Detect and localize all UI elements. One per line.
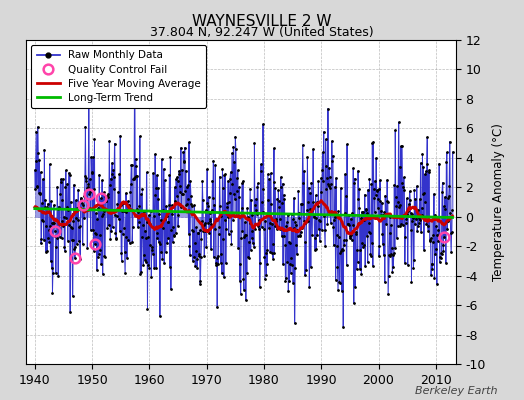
Text: Berkeley Earth: Berkeley Earth bbox=[416, 386, 498, 396]
Text: WAYNESVILLE 2 W: WAYNESVILLE 2 W bbox=[192, 14, 332, 29]
Text: 37.804 N, 92.247 W (United States): 37.804 N, 92.247 W (United States) bbox=[150, 26, 374, 39]
Legend: Raw Monthly Data, Quality Control Fail, Five Year Moving Average, Long-Term Tren: Raw Monthly Data, Quality Control Fail, … bbox=[31, 45, 206, 108]
Y-axis label: Temperature Anomaly (°C): Temperature Anomaly (°C) bbox=[492, 123, 505, 281]
